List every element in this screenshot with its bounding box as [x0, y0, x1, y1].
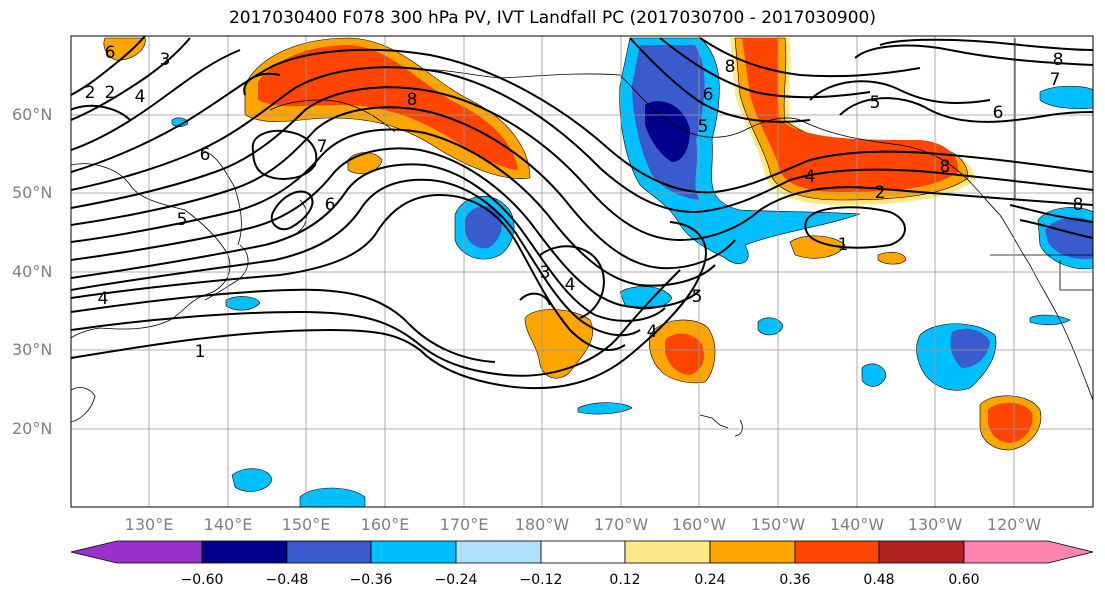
negative-anomaly-region: [299, 487, 366, 507]
contour-label: 4: [647, 322, 658, 342]
pv-contours: [71, 36, 1093, 390]
colorbar-tick-label: 0.24: [694, 572, 726, 588]
negative-anomaly-region: [757, 317, 784, 336]
contour-label: 7: [1050, 70, 1061, 90]
contour-label: 6: [200, 145, 211, 165]
pv-anomaly-fills: [103, 37, 1093, 507]
contour-label: 6: [325, 195, 336, 215]
contour-label: 1: [838, 235, 849, 255]
lon-label: 180°W: [514, 515, 570, 534]
contour-label: 7: [317, 137, 328, 157]
contour-label: 8: [940, 157, 951, 177]
colorbar-segment: [709, 540, 796, 564]
colorbar-segment: [70, 540, 203, 564]
lon-label: 150°W: [750, 515, 806, 534]
negative-anomaly-region: [171, 117, 189, 127]
positive-anomaly-region: [789, 235, 846, 259]
colorbar-segment: [878, 540, 965, 564]
positive-anomaly-region: [988, 402, 1033, 443]
lat-label: 50°N: [12, 183, 53, 202]
contour-label: 5: [177, 210, 188, 230]
contour-label: 5: [692, 287, 703, 307]
negative-anomaly-region: [950, 328, 990, 368]
colorbar-segment: [286, 540, 372, 564]
contour-label: 4: [805, 167, 816, 187]
colorbar-segment: [455, 540, 542, 564]
lat-label: 60°N: [12, 105, 53, 124]
contour-label: 8: [1053, 50, 1064, 70]
colorbar-segment: [370, 540, 457, 564]
lon-label: 140°E: [203, 515, 253, 534]
map-panel: 6 3 4 2 2 6 7 5 8 6 4 1 3 4 5 4 1 8 6 5 …: [71, 36, 1093, 507]
colorbar-tick-label: −0.36: [349, 572, 393, 588]
contour-label: 4: [565, 275, 576, 295]
lat-label: 40°N: [12, 262, 53, 281]
positive-anomaly-region: [877, 251, 907, 265]
colorbar-segment: [201, 540, 288, 564]
lon-label: 160°E: [360, 515, 410, 534]
lon-label: 170°E: [439, 515, 489, 534]
contour-label: 6: [105, 43, 116, 63]
negative-anomaly-region: [861, 363, 887, 387]
colorbar-tick-label: −0.60: [180, 572, 224, 588]
negative-anomaly-region: [1029, 314, 1071, 326]
coastlines: [71, 38, 1093, 437]
map-frame: [70, 35, 1094, 508]
colorbar-segment: [540, 540, 626, 564]
contour-label: 2: [85, 83, 96, 103]
contour-labels: 6 3 4 2 2 6 7 5 8 6 4 1 3 4 5 4 1 8 6 5 …: [85, 43, 1084, 362]
contour-label: 1: [195, 342, 206, 362]
lon-label: 140°W: [829, 515, 885, 534]
lon-label: 170°W: [593, 515, 649, 534]
lon-label: 120°W: [986, 515, 1042, 534]
negative-anomaly-region: [645, 101, 690, 162]
colorbar-tick-label: 0.60: [948, 572, 980, 588]
negative-anomaly-region: [1045, 217, 1093, 260]
lon-label: 130°W: [907, 515, 963, 534]
negative-anomaly-region: [231, 468, 273, 492]
colorbar-segment: [624, 540, 711, 564]
contour-label: 2: [105, 83, 116, 103]
negative-anomaly-region: [225, 296, 261, 311]
colorbar-tick-label: −0.24: [434, 572, 478, 588]
contour-label: 3: [540, 263, 551, 283]
lon-label: 150°E: [281, 515, 331, 534]
lat-label: 30°N: [12, 340, 53, 359]
contour-label: 8: [407, 90, 418, 110]
contour-label: 4: [98, 289, 109, 309]
contour-label: 2: [875, 183, 886, 203]
negative-anomaly-region: [1039, 85, 1093, 110]
contour-label: 6: [703, 85, 714, 105]
lat-label: 20°N: [12, 419, 53, 438]
negative-anomaly-region: [465, 206, 502, 249]
contour-label: 5: [870, 93, 881, 113]
positive-anomaly-region: [665, 333, 705, 375]
colorbar-segment: [963, 540, 1094, 564]
positive-anomaly-region: [742, 38, 959, 192]
colorbar-tick-label: 0.12: [609, 572, 641, 588]
contour-label: 5: [698, 117, 709, 137]
colorbar-tick-label: −0.48: [265, 572, 309, 588]
contour-label: 3: [160, 50, 171, 70]
colorbar-tick-label: −0.12: [519, 572, 563, 588]
map-title: 2017030400 F078 300 hPa PV, IVT Landfall…: [228, 8, 876, 28]
positive-anomaly-region: [103, 37, 146, 61]
contour-label: 6: [993, 103, 1004, 123]
lon-label: 130°E: [124, 515, 174, 534]
colorbar-tick-label: 0.48: [863, 572, 895, 588]
contour-label: 4: [135, 87, 146, 107]
colorbar-segment: [794, 540, 880, 564]
positive-anomaly-region: [347, 152, 383, 174]
colorbar: [70, 540, 1094, 564]
negative-anomaly-region: [577, 402, 633, 415]
contour-label: 8: [725, 57, 736, 77]
lon-label: 160°W: [671, 515, 727, 534]
colorbar-tick-label: 0.36: [779, 572, 811, 588]
contour-label: 8: [1073, 195, 1084, 215]
